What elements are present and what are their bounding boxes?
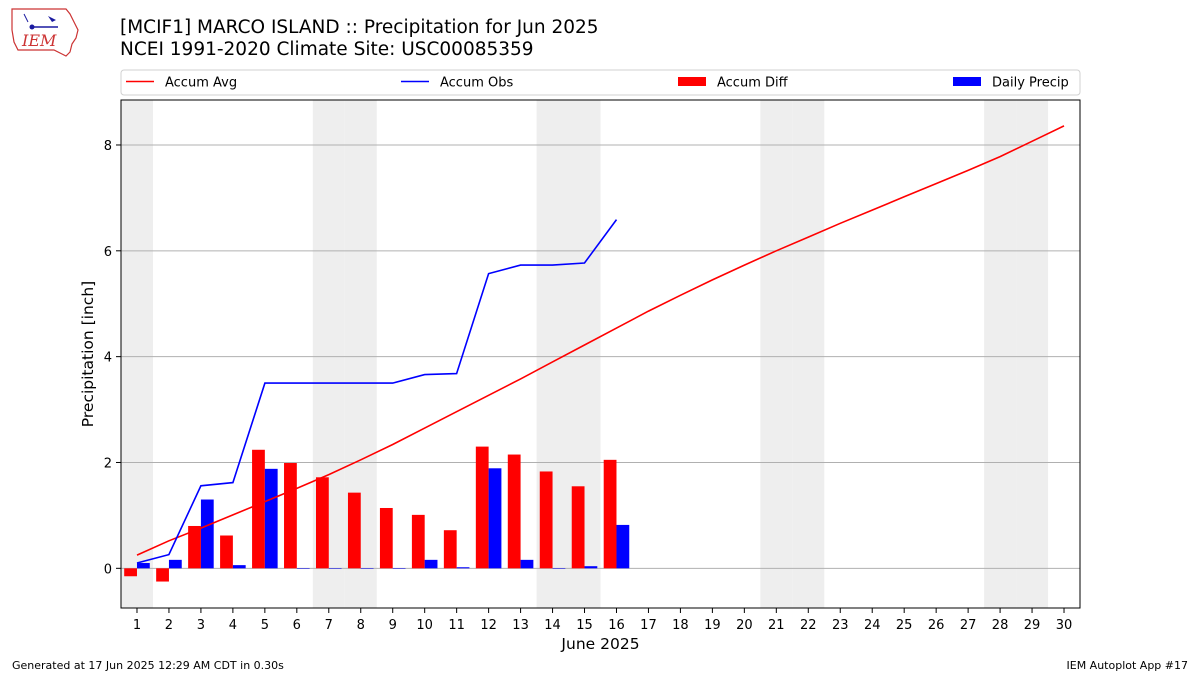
accum-diff-bar <box>156 568 169 582</box>
accum-diff-bar <box>379 507 393 569</box>
x-tick-label: 27 <box>960 618 977 633</box>
accum-diff-bar <box>507 454 521 569</box>
y-axis-ticks: 0 2 4 6 8 <box>104 139 121 577</box>
daily-precip-bar <box>136 563 150 569</box>
x-tick-label: 16 <box>608 618 625 633</box>
x-tick-label: 4 <box>229 618 237 633</box>
chart-title: [MCIF1] MARCO ISLAND :: Precipitation fo… <box>120 17 599 38</box>
x-tick-label: 7 <box>325 618 333 633</box>
y-axis-label: Precipitation [inch] <box>79 281 97 427</box>
accum-diff-bar <box>252 449 265 569</box>
x-tick-label: 30 <box>1056 618 1073 633</box>
y-gridlines <box>121 144 1080 569</box>
accum-diff-bar <box>347 492 361 569</box>
y-tick-label: 6 <box>104 245 112 260</box>
x-tick-label: 20 <box>736 618 753 633</box>
x-tick-label: 17 <box>640 618 657 633</box>
x-tick-label: 23 <box>832 618 849 633</box>
accum-diff-bar <box>284 463 297 569</box>
x-tick-label: 24 <box>864 618 881 633</box>
daily-precip-bar <box>296 568 310 569</box>
y-tick-label: 8 <box>104 139 112 154</box>
x-tick-label: 28 <box>992 618 1009 633</box>
x-tick-label: 26 <box>928 618 945 633</box>
daily-precip-bar <box>424 559 438 569</box>
x-tick-label: 22 <box>800 618 817 633</box>
chart-subtitle: NCEI 1991-2020 Climate Site: USC00085359 <box>120 39 534 60</box>
daily-precip-bar <box>200 499 214 569</box>
x-tick-label: 5 <box>261 618 269 633</box>
weekend-shading <box>121 100 1049 608</box>
accum-diff-bar <box>571 486 585 569</box>
accum-diff-bar <box>443 530 457 569</box>
legend-label: Accum Obs <box>440 76 513 91</box>
y-tick-label: 0 <box>104 562 112 577</box>
x-axis-ticks: 1 2 3 4 5 6 7 8 9 10 11 12 13 14 15 16 17 18 19 20 21 22 23 24 2… <box>133 608 1072 633</box>
iem-logo: IEM <box>8 6 82 60</box>
svg-text:IEM: IEM <box>21 31 57 50</box>
daily-precip-bar <box>520 559 534 569</box>
accum-diff-bar <box>188 525 201 569</box>
x-tick-label: 1 <box>133 618 141 633</box>
accum-diff-bar <box>124 568 137 577</box>
daily-precip-bar <box>488 468 502 569</box>
weekend-band <box>1016 100 1049 608</box>
accum-diff-bar <box>539 471 553 569</box>
x-tick-label: 29 <box>1024 618 1041 633</box>
weekend-band <box>121 100 153 608</box>
x-tick-label: 8 <box>357 618 365 633</box>
legend-label: Daily Precip <box>992 76 1069 91</box>
x-tick-label: 9 <box>389 618 397 633</box>
daily-precip-bar <box>552 568 566 569</box>
app-credit: IEM Autoplot App #17 <box>1066 659 1189 672</box>
x-tick-label: 15 <box>576 618 593 633</box>
x-tick-label: 6 <box>293 618 301 633</box>
daily-precip-bar <box>616 524 630 569</box>
daily-precip-bar <box>456 567 470 569</box>
x-tick-label: 3 <box>197 618 205 633</box>
weekend-band <box>984 100 1017 608</box>
generated-note: Generated at 17 Jun 2025 12:29 AM CDT in… <box>12 659 284 672</box>
legend-label: Accum Avg <box>165 76 237 91</box>
weekend-band <box>792 100 825 608</box>
accum-diff-bar <box>475 446 489 569</box>
weekend-band <box>760 100 793 608</box>
x-tick-label: 13 <box>512 618 529 633</box>
bars <box>124 446 630 582</box>
x-tick-label: 25 <box>896 618 913 633</box>
x-tick-label: 10 <box>416 618 433 633</box>
daily-precip-bar <box>232 565 246 569</box>
daily-precip-bar <box>360 568 374 569</box>
daily-precip-bar <box>168 559 182 569</box>
daily-precip-bar <box>264 468 278 569</box>
daily-precip-bar <box>584 566 598 569</box>
x-tick-label: 19 <box>704 618 721 633</box>
x-tick-label: 11 <box>448 618 465 633</box>
accum-obs-line <box>136 219 618 564</box>
x-tick-label: 21 <box>768 618 785 633</box>
accum-diff-bar <box>220 535 233 569</box>
accum-diff-bar <box>411 514 425 569</box>
y-tick-label: 4 <box>104 351 112 366</box>
plot-frame <box>120 99 1081 609</box>
accum-diff-bar <box>315 477 329 569</box>
y-tick-label: 2 <box>104 456 112 471</box>
accum-avg-line <box>136 125 1065 556</box>
series-lines <box>136 125 1065 564</box>
legend: Accum Avg Accum Obs Accum Diff Daily Precip <box>120 69 1081 96</box>
x-tick-label: 18 <box>672 618 689 633</box>
legend-swatch <box>953 77 981 86</box>
daily-precip-bar <box>328 568 342 569</box>
accum-diff-bar <box>603 459 617 569</box>
x-tick-label: 12 <box>480 618 497 633</box>
x-tick-label: 14 <box>544 618 561 633</box>
x-tick-label: 2 <box>165 618 173 633</box>
daily-precip-bar <box>392 568 406 569</box>
legend-box <box>120 69 1081 96</box>
legend-label: Accum Diff <box>717 76 789 91</box>
legend-swatch <box>678 77 706 86</box>
x-axis-label: June 2025 <box>560 635 639 653</box>
